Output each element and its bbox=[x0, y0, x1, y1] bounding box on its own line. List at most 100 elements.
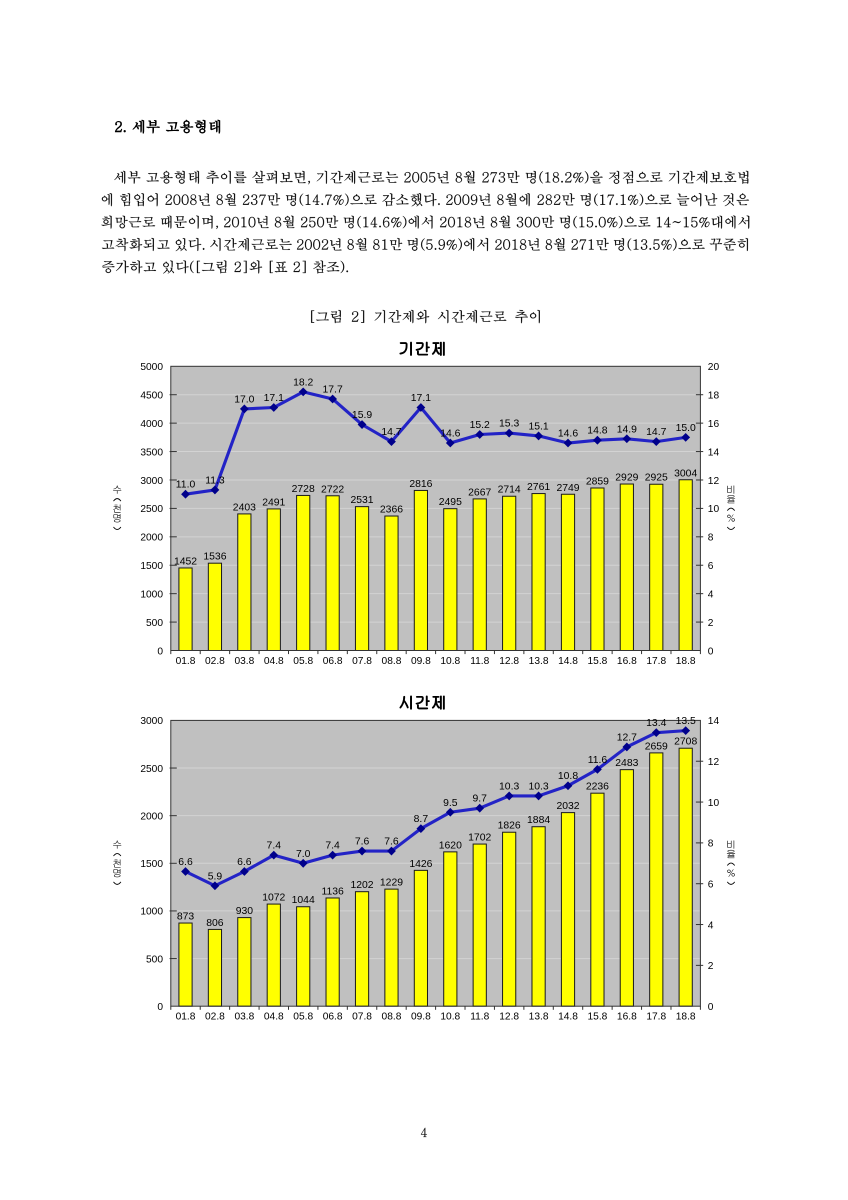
svg-text:10.8: 10.8 bbox=[440, 656, 460, 667]
svg-text:5.9: 5.9 bbox=[208, 871, 223, 882]
svg-text:16.8: 16.8 bbox=[617, 656, 637, 667]
svg-text:1452: 1452 bbox=[174, 556, 197, 567]
svg-text:13.4: 13.4 bbox=[646, 718, 666, 729]
svg-text:12: 12 bbox=[708, 476, 720, 487]
svg-text:18.2: 18.2 bbox=[293, 377, 313, 388]
svg-text:3000: 3000 bbox=[140, 716, 163, 727]
svg-text:17.1: 17.1 bbox=[264, 393, 284, 404]
svg-text:1500: 1500 bbox=[140, 561, 163, 572]
svg-text:10.3: 10.3 bbox=[499, 781, 519, 792]
svg-text:1500: 1500 bbox=[140, 859, 163, 870]
svg-text:08.8: 08.8 bbox=[382, 656, 402, 667]
svg-text:12: 12 bbox=[708, 757, 720, 768]
svg-text:14.8: 14.8 bbox=[558, 1012, 578, 1023]
svg-text:14: 14 bbox=[708, 447, 720, 458]
svg-text:2714: 2714 bbox=[498, 485, 521, 496]
svg-text:2925: 2925 bbox=[645, 473, 668, 484]
svg-text:2236: 2236 bbox=[586, 782, 609, 793]
svg-text:15.9: 15.9 bbox=[352, 410, 372, 421]
svg-text:02.8: 02.8 bbox=[205, 656, 225, 667]
svg-text:17.8: 17.8 bbox=[646, 1012, 666, 1023]
svg-text:2032: 2032 bbox=[556, 801, 579, 812]
svg-text:12.8: 12.8 bbox=[499, 1012, 519, 1023]
svg-text:9.5: 9.5 bbox=[443, 798, 458, 809]
svg-text:1000: 1000 bbox=[140, 907, 163, 918]
svg-text:2749: 2749 bbox=[556, 483, 579, 494]
svg-text:05.8: 05.8 bbox=[293, 656, 313, 667]
svg-text:7.4: 7.4 bbox=[325, 841, 340, 852]
svg-text:1536: 1536 bbox=[203, 552, 226, 563]
svg-text:15.1: 15.1 bbox=[528, 421, 548, 432]
svg-text:1702: 1702 bbox=[468, 833, 491, 844]
svg-text:03.8: 03.8 bbox=[234, 1012, 254, 1023]
svg-text:11.6: 11.6 bbox=[588, 755, 608, 766]
svg-text:01.8: 01.8 bbox=[176, 656, 196, 667]
svg-text:17.8: 17.8 bbox=[646, 656, 666, 667]
svg-text:9.7: 9.7 bbox=[473, 794, 488, 805]
svg-text:1620: 1620 bbox=[439, 840, 462, 851]
svg-text:09.8: 09.8 bbox=[411, 1012, 431, 1023]
svg-text:15.2: 15.2 bbox=[470, 420, 490, 431]
svg-text:2500: 2500 bbox=[140, 764, 163, 775]
svg-text:2: 2 bbox=[708, 961, 714, 972]
svg-text:3000: 3000 bbox=[140, 476, 163, 487]
svg-text:18.8: 18.8 bbox=[676, 656, 696, 667]
svg-text:14.6: 14.6 bbox=[440, 429, 460, 440]
svg-text:6.6: 6.6 bbox=[237, 857, 252, 868]
svg-text:8.7: 8.7 bbox=[414, 814, 429, 825]
svg-text:4: 4 bbox=[708, 920, 714, 931]
svg-text:11.8: 11.8 bbox=[470, 656, 489, 667]
svg-text:15.3: 15.3 bbox=[499, 419, 519, 430]
svg-text:2403: 2403 bbox=[233, 502, 256, 513]
svg-text:2859: 2859 bbox=[586, 476, 609, 487]
svg-text:2722: 2722 bbox=[321, 484, 344, 495]
svg-text:6: 6 bbox=[708, 880, 714, 891]
svg-text:2483: 2483 bbox=[615, 758, 638, 769]
svg-text:18.8: 18.8 bbox=[676, 1012, 696, 1023]
svg-text:12.8: 12.8 bbox=[499, 656, 519, 667]
svg-text:2659: 2659 bbox=[645, 741, 668, 752]
svg-text:6: 6 bbox=[708, 561, 714, 572]
svg-text:07.8: 07.8 bbox=[352, 1012, 372, 1023]
svg-text:0: 0 bbox=[157, 646, 163, 657]
svg-text:930: 930 bbox=[236, 906, 254, 917]
svg-text:13.8: 13.8 bbox=[529, 1012, 549, 1023]
svg-text:3004: 3004 bbox=[674, 468, 697, 479]
svg-text:5000: 5000 bbox=[140, 362, 163, 373]
svg-text:0: 0 bbox=[157, 1002, 163, 1013]
svg-text:13.5: 13.5 bbox=[676, 716, 696, 727]
svg-text:16.8: 16.8 bbox=[617, 1012, 637, 1023]
svg-text:2000: 2000 bbox=[140, 533, 163, 544]
svg-text:14: 14 bbox=[708, 716, 720, 727]
svg-text:02.8: 02.8 bbox=[205, 1012, 225, 1023]
svg-text:06.8: 06.8 bbox=[323, 656, 343, 667]
svg-text:1044: 1044 bbox=[292, 895, 315, 906]
svg-text:873: 873 bbox=[177, 912, 195, 923]
svg-text:3500: 3500 bbox=[140, 447, 163, 458]
svg-text:10: 10 bbox=[708, 798, 720, 809]
svg-text:2761: 2761 bbox=[527, 482, 550, 493]
svg-text:7.6: 7.6 bbox=[384, 837, 399, 848]
svg-text:1426: 1426 bbox=[409, 859, 432, 870]
svg-text:17.0: 17.0 bbox=[234, 394, 254, 405]
svg-text:7.4: 7.4 bbox=[267, 841, 282, 852]
svg-text:18: 18 bbox=[708, 391, 720, 402]
svg-text:14.7: 14.7 bbox=[646, 427, 666, 438]
svg-text:09.8: 09.8 bbox=[411, 656, 431, 667]
svg-text:2491: 2491 bbox=[262, 497, 285, 508]
svg-text:2500: 2500 bbox=[140, 504, 163, 515]
svg-text:0: 0 bbox=[708, 646, 714, 657]
svg-text:500: 500 bbox=[146, 618, 163, 629]
svg-text:14.9: 14.9 bbox=[617, 424, 637, 435]
svg-text:14.6: 14.6 bbox=[558, 429, 578, 440]
svg-text:7.6: 7.6 bbox=[355, 837, 370, 848]
svg-text:1202: 1202 bbox=[350, 880, 373, 891]
svg-text:10: 10 bbox=[708, 504, 720, 515]
svg-text:500: 500 bbox=[146, 954, 163, 965]
svg-text:01.8: 01.8 bbox=[176, 1012, 196, 1023]
svg-text:1229: 1229 bbox=[380, 878, 403, 889]
svg-text:10.3: 10.3 bbox=[528, 781, 548, 792]
svg-text:1826: 1826 bbox=[498, 821, 521, 832]
svg-text:10.8: 10.8 bbox=[558, 771, 578, 782]
svg-text:11.0: 11.0 bbox=[176, 480, 196, 491]
